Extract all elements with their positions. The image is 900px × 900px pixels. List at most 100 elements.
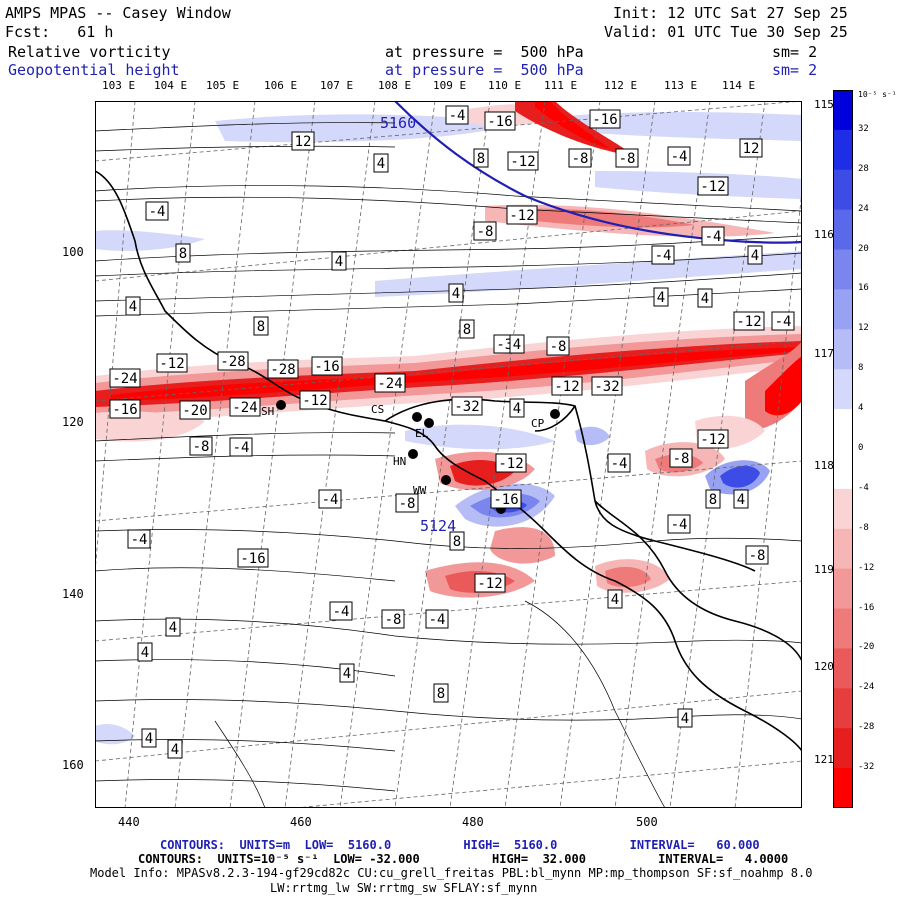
height-labels: 5160 5124 — [380, 114, 456, 535]
svg-text:4: 4 — [141, 645, 149, 661]
x-axis-tick-label: 500 — [636, 815, 658, 829]
svg-text:-28: -28 — [220, 354, 245, 370]
station-el-marker — [424, 418, 434, 428]
forecast-hour: Fcst: 61 h — [5, 23, 114, 41]
colorbar-swatch — [833, 169, 853, 211]
model-info: Model Info: MPASv8.2.3-194-gf29cd82c CU:… — [90, 866, 813, 880]
vorticity-label: 8 — [705, 489, 721, 509]
svg-text:4: 4 — [377, 156, 385, 172]
svg-text:4: 4 — [611, 592, 619, 608]
vorticity-label: 4 — [339, 663, 355, 683]
svg-text:4: 4 — [145, 731, 153, 747]
y-axis-tick-label: 100 — [62, 245, 84, 259]
vorticity-label: -8 — [395, 493, 419, 513]
vorticity-label: 4 — [141, 728, 157, 748]
longitude-label-top: 107 E — [320, 79, 354, 92]
svg-text:8: 8 — [477, 151, 485, 167]
svg-text:4: 4 — [751, 248, 759, 264]
vorticity-label: -8 — [546, 336, 570, 356]
svg-text:-8: -8 — [385, 612, 402, 628]
vorticity-label: -12 — [697, 429, 729, 449]
vorticity-label: -24 — [109, 368, 141, 388]
vorticity-label: 12 — [291, 131, 315, 151]
longitude-label-top: 110 E — [488, 79, 522, 92]
longitude-label-top: 106 E — [264, 79, 298, 92]
vorticity-label: 4 — [448, 283, 464, 303]
svg-text:-8: -8 — [673, 451, 690, 467]
svg-text:-20: -20 — [182, 403, 207, 419]
vorticity-label: -8 — [473, 221, 497, 241]
vorticity-label: -20 — [179, 400, 211, 420]
svg-text:-32: -32 — [594, 379, 619, 395]
vorticity-label: 4 — [653, 287, 669, 307]
longitude-label-top: 104 E — [154, 79, 188, 92]
colorbar-swatch — [833, 488, 853, 530]
svg-text:8: 8 — [257, 319, 265, 335]
svg-text:-12: -12 — [700, 179, 725, 195]
svg-text:-16: -16 — [592, 112, 617, 128]
svg-text:4: 4 — [171, 742, 179, 758]
vorticity-label: -4 — [667, 146, 691, 166]
svg-text:-24: -24 — [112, 371, 137, 387]
height-contour-info: CONTOURS: UNITS=m LOW= 5160.0 HIGH= 5160… — [160, 838, 760, 852]
longitude-label-top: 103 E — [102, 79, 136, 92]
colorbar-swatch — [833, 568, 853, 610]
init-time: Init: 12 UTC Sat 27 Sep 25 — [613, 4, 848, 22]
svg-text:-24: -24 — [377, 376, 402, 392]
valid-time: Valid: 01 UTC Tue 30 Sep 25 — [604, 23, 848, 41]
svg-text:-8: -8 — [399, 496, 416, 512]
y-axis-tick-label: 160 — [62, 758, 84, 772]
station-cp-marker — [550, 409, 560, 419]
longitude-label-top: 109 E — [433, 79, 467, 92]
colorbar-label: 0 — [858, 443, 864, 453]
svg-text:4: 4 — [452, 286, 460, 302]
svg-text:8: 8 — [437, 686, 445, 702]
svg-text:4: 4 — [513, 401, 521, 417]
colorbar-swatch — [833, 369, 853, 410]
plot-title: AMPS MPAS -- Casey Window — [5, 4, 231, 22]
vorticity-label: -16 — [237, 548, 269, 568]
vorticity-contour-labels: 12 -4 -16 -16 4 8 -12 -8 -8 -4 12 -12 -12 -4 -8 -4 4 -4 8 4… — [109, 105, 795, 759]
svg-text:-4: -4 — [449, 108, 466, 124]
vorticity-label: -4 — [445, 105, 469, 125]
height-label-5124: 5124 — [420, 517, 456, 535]
vorticity-label: 4 — [733, 489, 749, 509]
colorbar-label: -16 — [858, 602, 875, 613]
vorticity-label: -12 — [506, 205, 538, 225]
svg-text:-4: -4 — [705, 229, 722, 245]
vorticity-label: 8 — [459, 319, 475, 339]
station-sh-marker — [276, 400, 286, 410]
vorticity-label: -32 — [451, 396, 483, 416]
colorbar-swatch — [833, 249, 853, 290]
vorticity-label: -4 — [607, 453, 631, 473]
vorticity-label: -8 — [615, 148, 639, 168]
svg-text:-12: -12 — [159, 356, 184, 372]
x-axis-tick-label: 460 — [290, 815, 312, 829]
colorbar-label: 32 — [858, 123, 869, 134]
field2-smoothing: sm= 2 — [772, 61, 818, 79]
svg-text:-32: -32 — [454, 399, 479, 415]
map-panel: SH CP HN WW CS EL 5160 5124 12 -4 -16 -16 4 8… — [95, 101, 802, 808]
colorbar-label: 12 — [858, 323, 869, 334]
svg-text:4: 4 — [701, 291, 709, 307]
vorticity-label: 4 — [167, 739, 183, 759]
svg-text:-8: -8 — [619, 151, 636, 167]
svg-text:8: 8 — [709, 492, 717, 508]
svg-text:-12: -12 — [554, 379, 579, 395]
negative-vorticity-shading — [95, 101, 802, 598]
vorticity-label: -28 — [217, 351, 249, 371]
longitude-label-top: 114 E — [722, 79, 756, 92]
svg-text:-12: -12 — [498, 456, 523, 472]
colorbar-swatch — [833, 608, 853, 649]
svg-text:-12: -12 — [700, 432, 725, 448]
vorticity-label: -8 — [745, 545, 769, 565]
colorbar-label: -20 — [858, 642, 875, 653]
vorticity-label: -4 — [229, 437, 253, 457]
svg-text:4: 4 — [129, 299, 137, 315]
geopotential-height-contours — [394, 101, 802, 244]
vorticity-label: 4 — [509, 334, 525, 354]
colorbar-swatch — [833, 768, 853, 808]
vorticity-label: -16 — [109, 399, 141, 419]
colorbar-swatch — [833, 129, 853, 171]
vorticity-label: -32 — [591, 376, 623, 396]
